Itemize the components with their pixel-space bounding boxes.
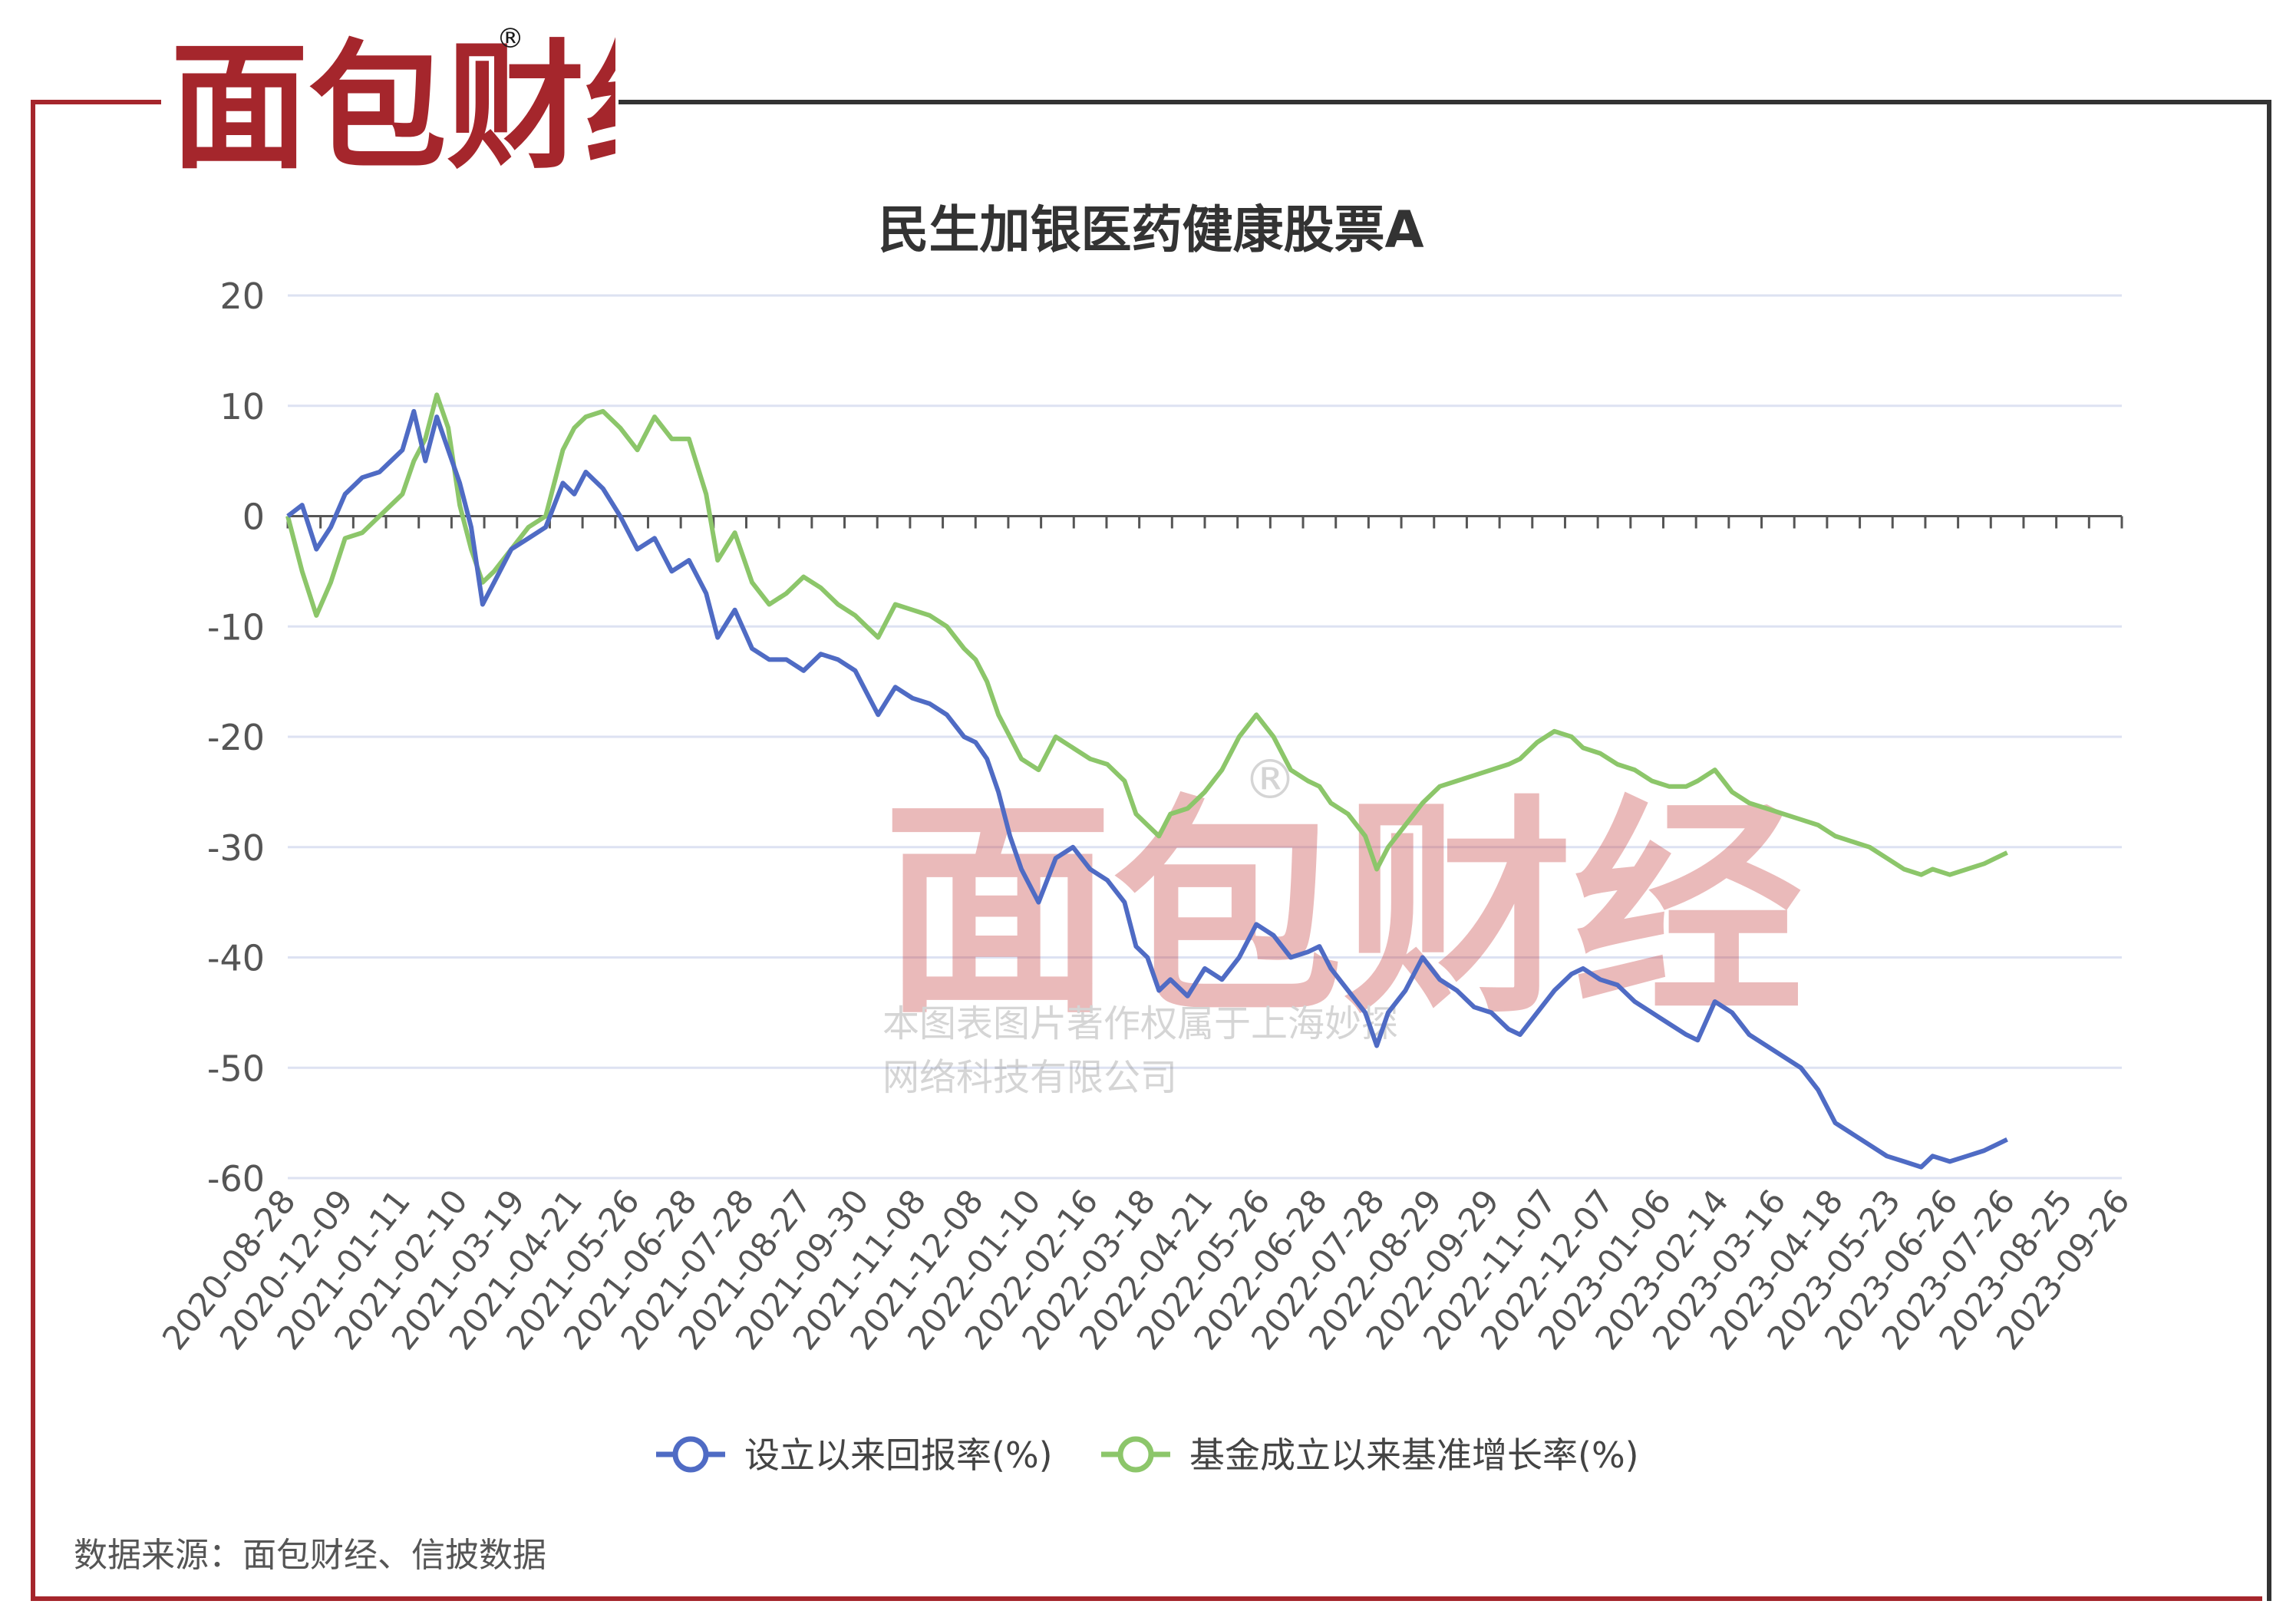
x-axis — [286, 515, 2123, 529]
series-line — [286, 408, 2008, 1170]
y-tick-label: -20 — [207, 717, 265, 758]
chart-title: 民生加银医药健康股票A — [878, 200, 1423, 259]
series-line — [285, 392, 2008, 877]
legend-swatch-return-marker — [672, 1436, 709, 1473]
brand-logo-text: 面包财经 — [170, 28, 615, 170]
frame-bottom-line — [31, 1596, 2262, 1601]
frame-top-left-line — [31, 100, 161, 104]
watermark-logo-text: 面包财经 — [882, 777, 1803, 1045]
grid-lines — [288, 294, 2122, 1180]
series-layer — [285, 392, 2008, 1170]
frame-right-line — [2267, 100, 2271, 1601]
brand-logo: 面包财经 ® — [170, 23, 615, 170]
legend-item-benchmark[interactable]: 基金成立以来基准增长率(%) — [1101, 1434, 1639, 1476]
y-tick-label: -40 — [207, 938, 265, 979]
frame-top-right-line — [619, 100, 2271, 104]
y-tick-label: -50 — [207, 1048, 265, 1089]
legend-swatch-benchmark-marker — [1117, 1436, 1154, 1473]
y-tick-label: -60 — [207, 1158, 265, 1200]
x-axis-tick-labels: 2020-08-282020-12-092021-01-112021-02-10… — [155, 1183, 2137, 1358]
watermark: 面包财经 ® 本图表图片著作权属于上海妙探 网络科技有限公司 — [882, 748, 1803, 1099]
legend-label-return: 设立以来回报率(%) — [744, 1434, 1053, 1476]
frame-left-line — [31, 100, 35, 1601]
y-tick-label: -10 — [207, 606, 265, 648]
watermark-line1: 本图表图片著作权属于上海妙探 — [882, 1002, 1398, 1045]
y-tick-label: -30 — [207, 827, 265, 869]
legend: 设立以来回报率(%) 基金成立以来基准增长率(%) — [656, 1434, 1639, 1476]
y-axis-tick-labels: 20 10 0 -10 -20 -30 -40 -50 -60 — [207, 276, 265, 1200]
legend-item-return[interactable]: 设立以来回报率(%) — [656, 1434, 1053, 1476]
watermark-registered-mark: ® — [1243, 748, 1297, 811]
legend-label-benchmark: 基金成立以来基准增长率(%) — [1189, 1434, 1639, 1476]
y-tick-label: 20 — [219, 276, 265, 317]
source-note: 数据来源：面包财经、信披数据 — [74, 1536, 546, 1575]
y-tick-label: 0 — [242, 497, 265, 538]
watermark-line2: 网络科技有限公司 — [882, 1056, 1177, 1099]
registered-mark: ® — [496, 23, 524, 54]
y-tick-label: 10 — [219, 386, 265, 427]
